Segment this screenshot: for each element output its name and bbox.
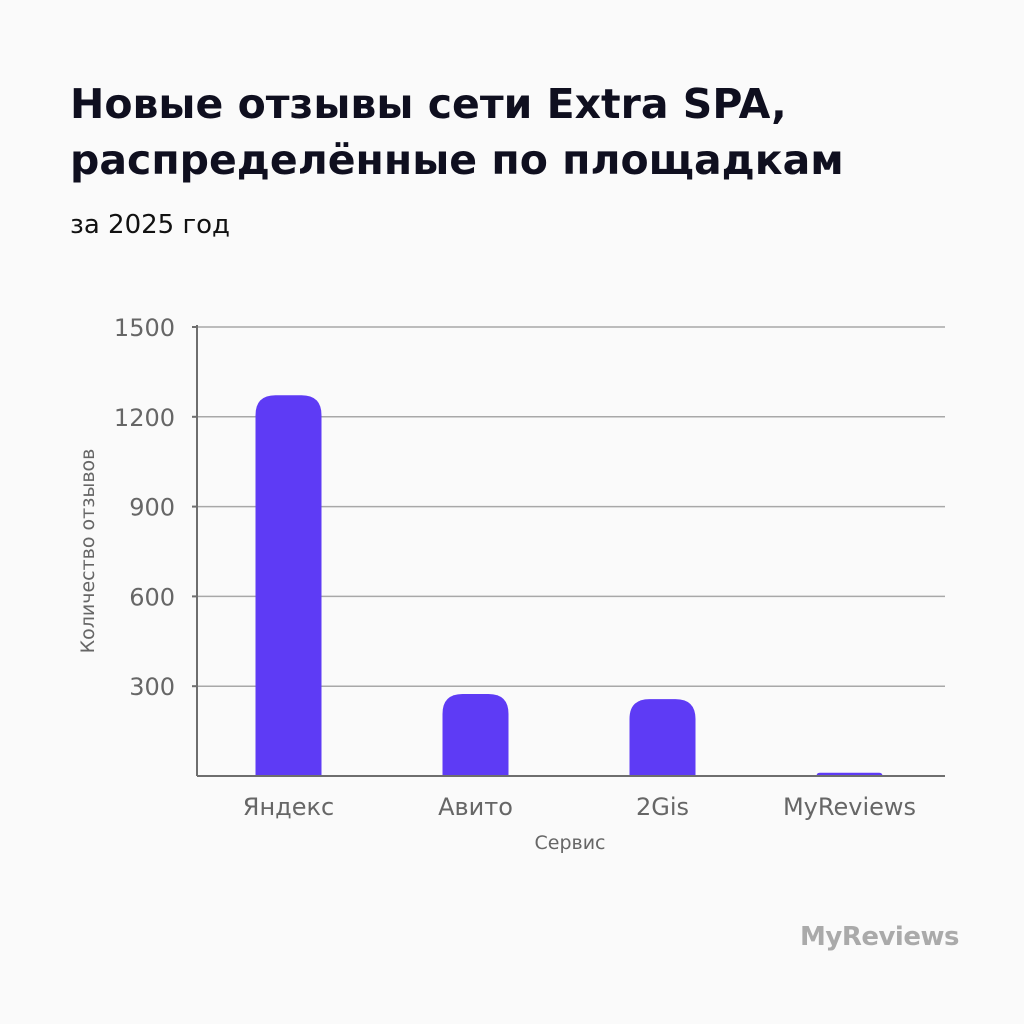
bar-яндекс [255, 395, 322, 776]
x-axis-label: Сервис [534, 832, 605, 854]
x-tick-label: Авито [438, 793, 513, 821]
x-tick-label: 2Gis [636, 793, 689, 821]
bar-авито [442, 693, 509, 776]
chart-subtitle: за 2025 год [70, 210, 230, 240]
y-axis-label: Количество отзывов [77, 449, 99, 654]
x-tick-label: MyReviews [783, 793, 916, 821]
y-tick-label: 600 [129, 583, 175, 611]
chart-title: Новые отзывы сети Extra SPA, распределён… [70, 80, 844, 184]
bar-2gis [629, 699, 696, 776]
y-tick-label: 1200 [114, 404, 175, 432]
y-tick-label: 300 [129, 673, 175, 701]
y-tick-label: 1500 [114, 314, 175, 342]
x-tick-label: Яндекс [243, 793, 334, 821]
myreviews-logo: MyReviews [800, 922, 959, 952]
y-tick-label: 900 [129, 494, 175, 522]
